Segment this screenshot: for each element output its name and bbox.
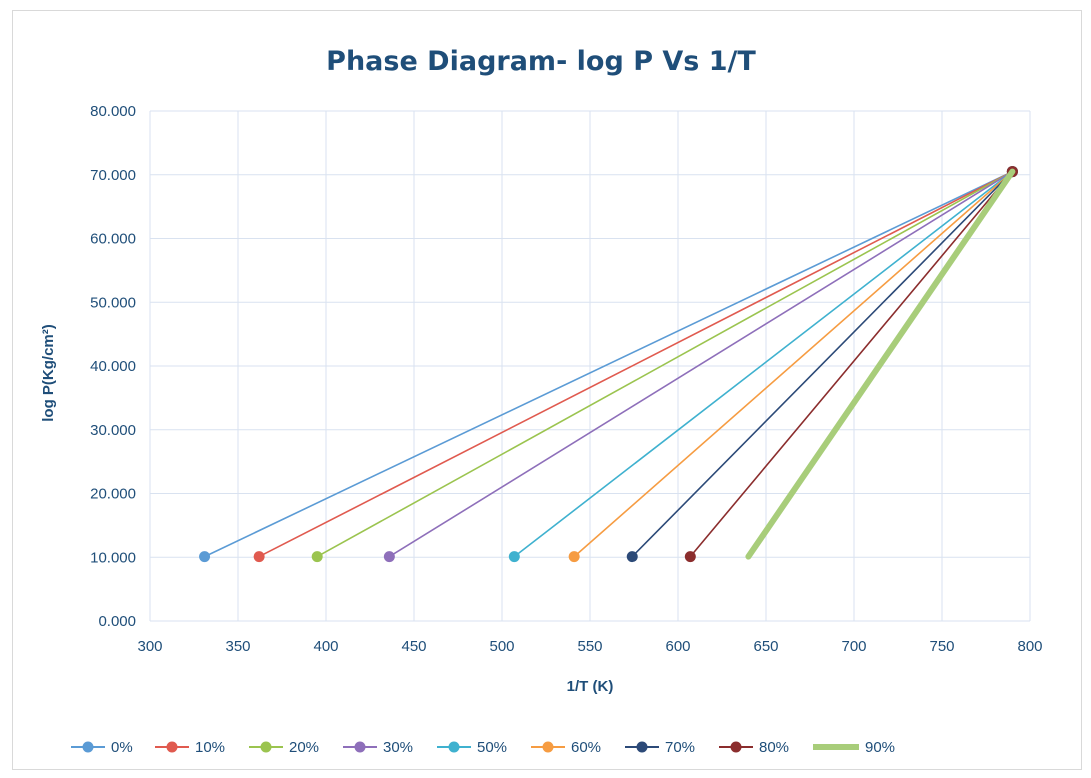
legend-label: 30% xyxy=(383,739,413,756)
series-0pct xyxy=(199,166,1018,563)
series-90pct xyxy=(745,168,1016,560)
data-point xyxy=(199,551,211,563)
x-tick-label: 500 xyxy=(489,638,514,655)
legend-label: 70% xyxy=(665,739,695,756)
data-point xyxy=(508,551,520,563)
legend-marker xyxy=(166,741,178,753)
series-line xyxy=(203,170,1014,558)
y-tick-label: 60.000 xyxy=(90,231,136,248)
series-line xyxy=(689,170,1014,558)
y-tick-label: 50.000 xyxy=(90,294,136,311)
y-tick-label: 0.000 xyxy=(98,613,136,630)
series-80pct xyxy=(684,166,1018,563)
legend-label: 10% xyxy=(195,739,225,756)
x-axis-title: 1/T (K) xyxy=(567,678,614,695)
x-tick-label: 400 xyxy=(313,638,338,655)
legend-label: 0% xyxy=(111,739,133,756)
x-tick-label: 550 xyxy=(577,638,602,655)
x-tick-label: 750 xyxy=(929,638,954,655)
legend-item: 70% xyxy=(625,739,695,756)
grid xyxy=(149,110,1031,622)
series-line xyxy=(573,170,1014,558)
legend-marker xyxy=(730,741,742,753)
x-tick-label: 450 xyxy=(401,638,426,655)
x-tick-label: 300 xyxy=(137,638,162,655)
legend-marker xyxy=(82,741,94,753)
series xyxy=(199,166,1018,563)
legend-label: 50% xyxy=(477,739,507,756)
y-tick-label: 10.000 xyxy=(90,549,136,566)
series-30pct xyxy=(383,166,1018,563)
legend-item: 90% xyxy=(813,739,895,756)
y-tick-label: 70.000 xyxy=(90,167,136,184)
x-tick-label: 350 xyxy=(225,638,250,655)
series-20pct xyxy=(311,166,1018,563)
series-70pct xyxy=(626,166,1018,563)
series-line xyxy=(513,170,1014,558)
series-line xyxy=(258,170,1014,558)
legend-marker xyxy=(542,741,554,753)
y-tick-label: 20.000 xyxy=(90,486,136,503)
legend-item: 20% xyxy=(249,739,319,756)
legend-marker xyxy=(260,741,272,753)
legend-label: 90% xyxy=(865,739,895,756)
data-point xyxy=(311,551,323,563)
legend-marker xyxy=(354,741,366,753)
y-axis-title: log P(Kg/cm²) xyxy=(40,324,57,422)
data-point xyxy=(684,551,696,563)
legend: 0% 10% 20% 30% 50% 60% 70% 80% 90% xyxy=(71,739,895,756)
legend-item: 10% xyxy=(155,739,225,756)
series-line xyxy=(388,170,1014,558)
y-tick-label: 30.000 xyxy=(90,422,136,439)
chart: Phase Diagram- log P Vs 1/T 300 350 400 450… xyxy=(40,46,1043,756)
legend-item: 60% xyxy=(531,739,601,756)
legend-item: 30% xyxy=(343,739,413,756)
x-tick-label: 800 xyxy=(1017,638,1042,655)
y-tick-label: 80.000 xyxy=(90,103,136,120)
series-line xyxy=(631,170,1014,558)
legend-marker xyxy=(636,741,648,753)
series-line xyxy=(316,170,1014,558)
chart-frame: Phase Diagram- log P Vs 1/T 300 350 400 450… xyxy=(12,10,1082,770)
x-tick-label: 650 xyxy=(753,638,778,655)
series-line xyxy=(745,168,1016,560)
data-point xyxy=(383,551,395,563)
tick-labels: 300 350 400 450 500 550 600 650 700 750 800 0.000 10… xyxy=(90,103,1042,655)
legend-label: 80% xyxy=(759,739,789,756)
data-point xyxy=(626,551,638,563)
legend-item: 80% xyxy=(719,739,789,756)
chart-title: Phase Diagram- log P Vs 1/T xyxy=(326,46,756,77)
y-tick-label: 40.000 xyxy=(90,358,136,375)
legend-label: 20% xyxy=(289,739,319,756)
legend-label: 60% xyxy=(571,739,601,756)
data-point xyxy=(253,551,265,563)
x-tick-label: 700 xyxy=(841,638,866,655)
x-tick-label: 600 xyxy=(665,638,690,655)
legend-marker xyxy=(448,741,460,753)
data-point xyxy=(568,551,580,563)
legend-item: 0% xyxy=(71,739,133,756)
legend-item: 50% xyxy=(437,739,507,756)
